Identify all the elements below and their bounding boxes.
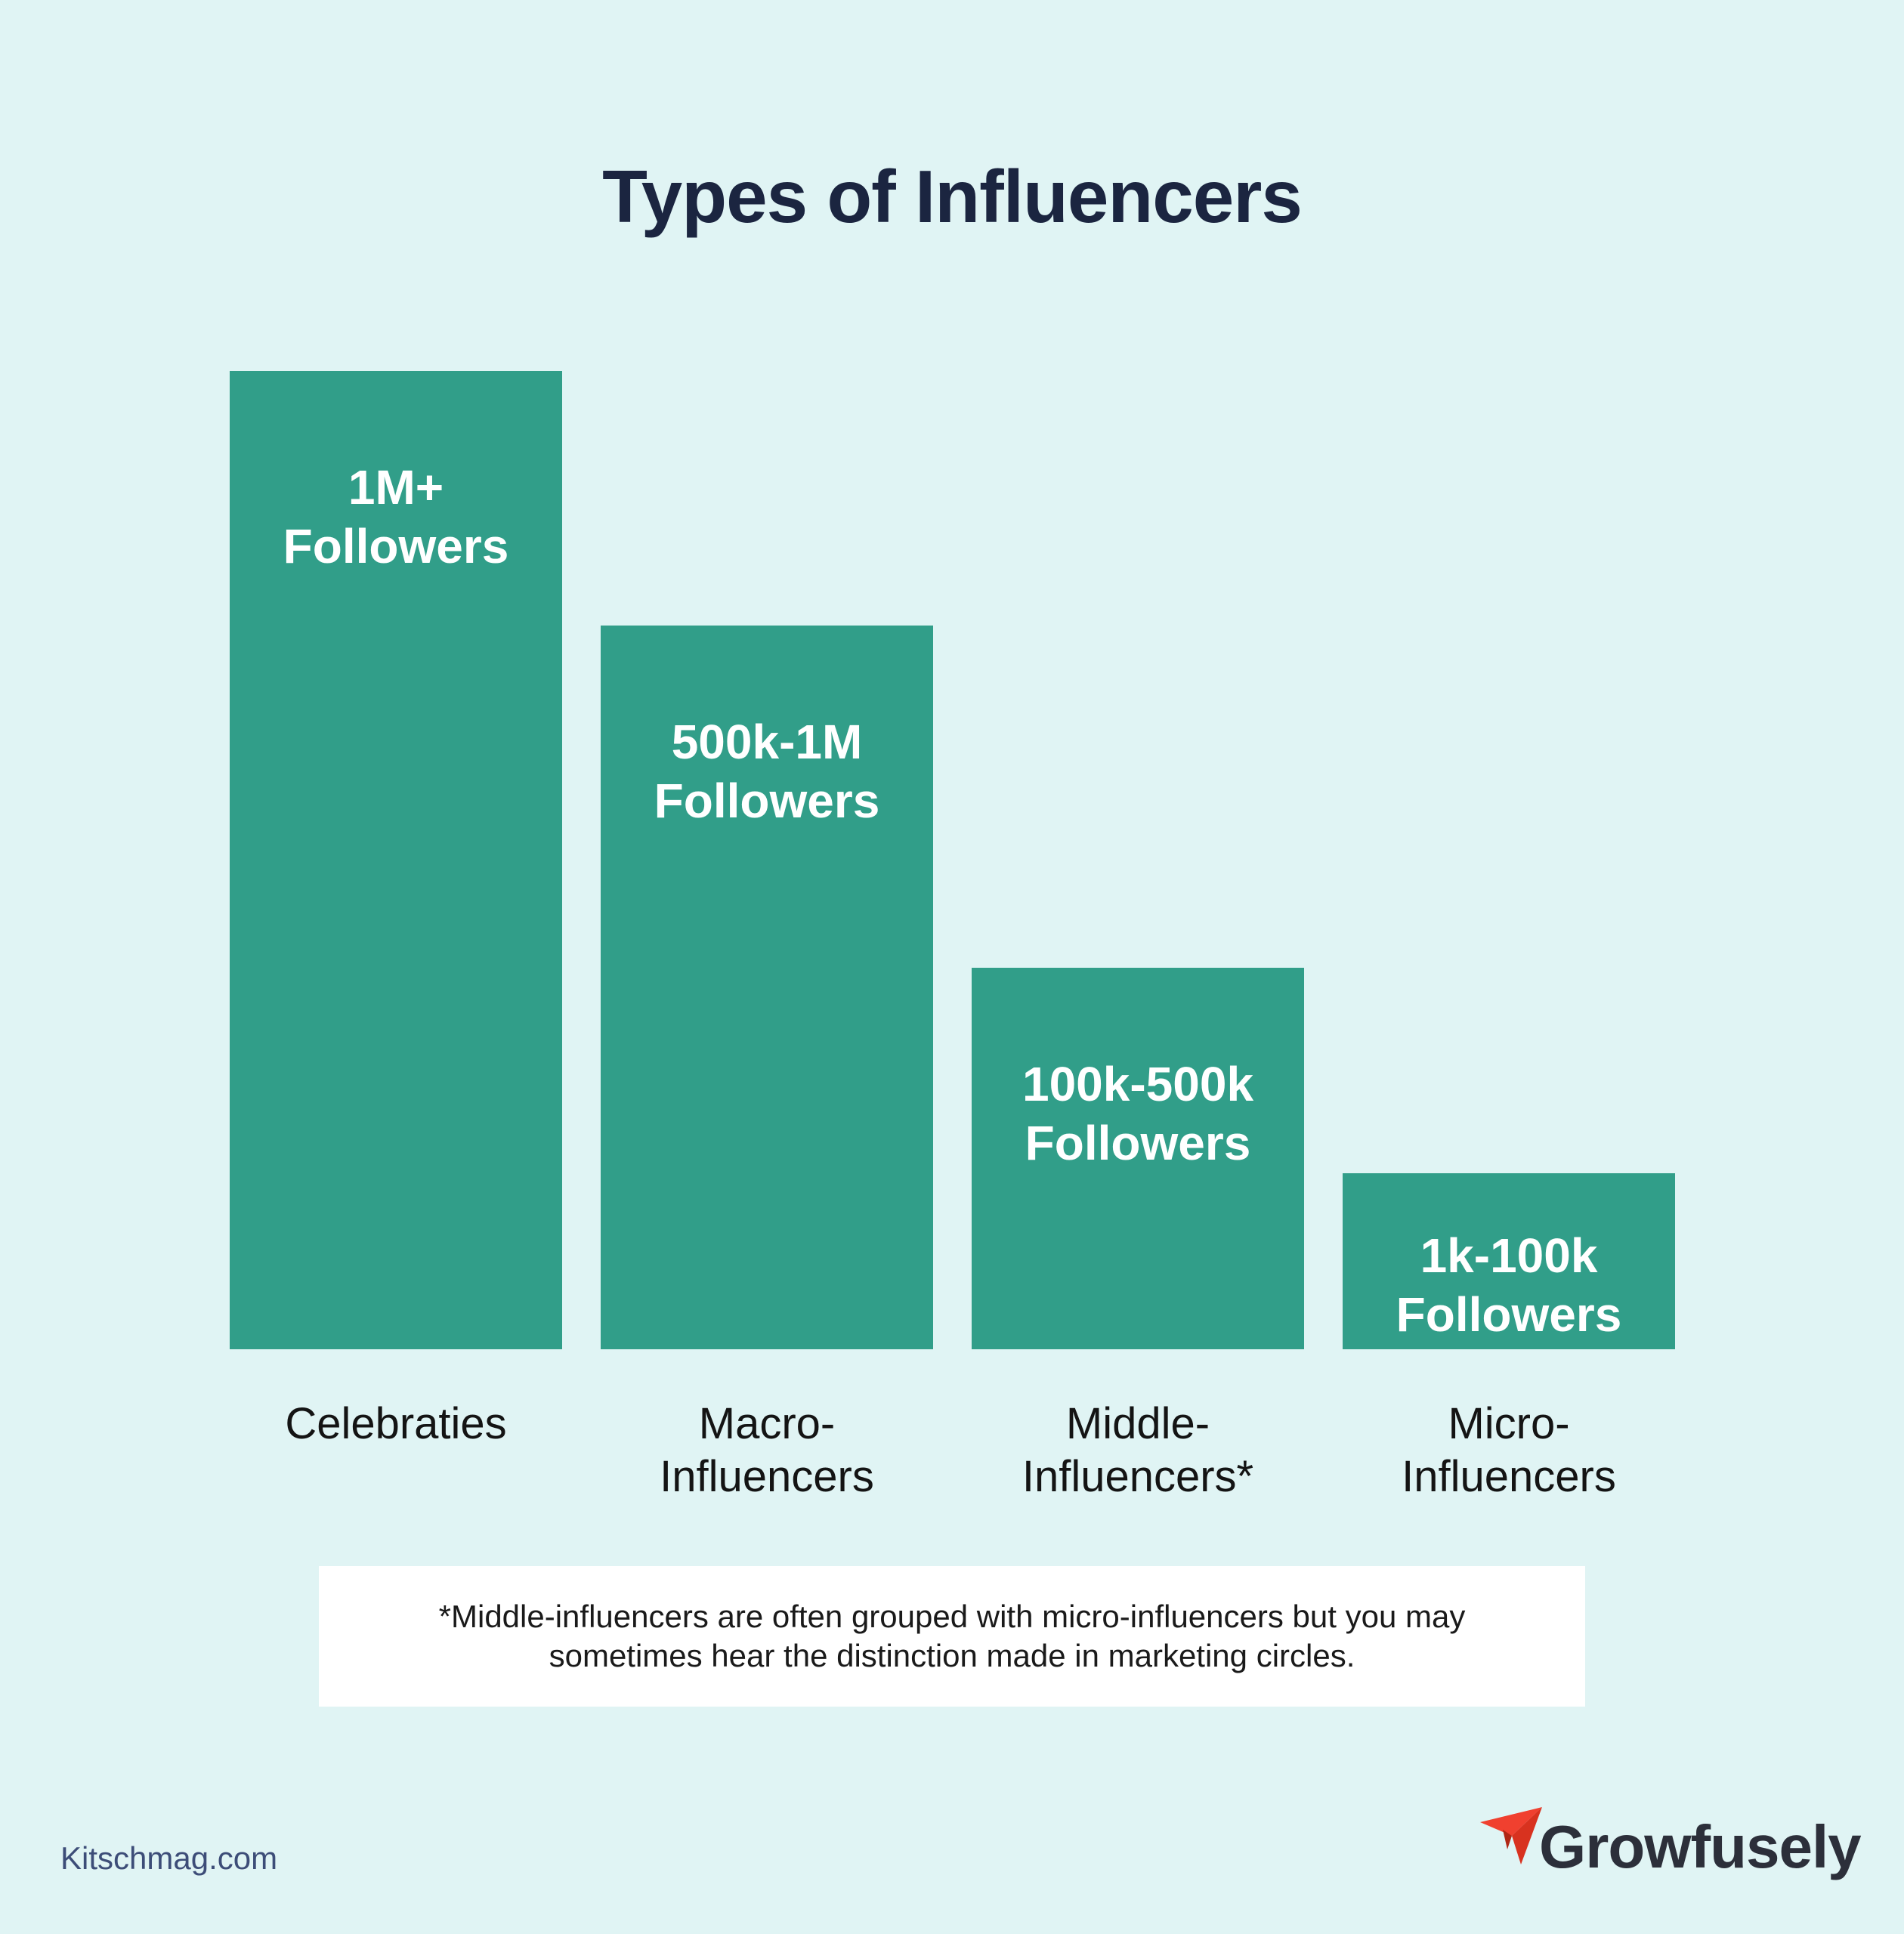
bar-value-label-line: 1k-100k (1420, 1228, 1598, 1283)
category-label: Macro- Influencers (578, 1398, 956, 1503)
footnote-text: *Middle-influencers are often grouped wi… (439, 1597, 1466, 1676)
category-label-line: Influencers* (1022, 1452, 1254, 1501)
bar-value-label-line: Followers (283, 519, 509, 573)
category-label-line: Influencers (1402, 1452, 1616, 1501)
footnote-line-2: sometimes hear the distinction made in m… (549, 1638, 1355, 1673)
paper-plane-icon (1480, 1807, 1542, 1864)
footnote-box: *Middle-influencers are often grouped wi… (319, 1566, 1585, 1707)
bar-4: 1k-100k Followers (1343, 1173, 1675, 1349)
bar-value-label-line: 500k-1M (671, 715, 863, 769)
category-label: Micro- Influencers (1320, 1398, 1698, 1503)
brand-logo: Growfusely (1477, 1798, 1862, 1896)
bar-value-label: 100k-500k Followers (972, 1055, 1304, 1172)
bar-2: 500k-1M Followers (601, 626, 933, 1349)
category-label-line: Middle- (1065, 1399, 1210, 1448)
bar-value-label-line: 1M+ (348, 460, 444, 514)
bar-value-label-line: Followers (654, 774, 880, 828)
brand-name: Growfusely (1539, 1813, 1862, 1880)
bar-value-label: 500k-1M Followers (601, 712, 933, 830)
bar-value-label-line: Followers (1025, 1116, 1251, 1170)
category-label-line: Influencers (660, 1452, 874, 1501)
bar-value-label: 1M+ Followers (230, 458, 562, 576)
category-label: Celebraties (207, 1398, 585, 1450)
category-label-line: Macro- (698, 1399, 836, 1448)
bar-3: 100k-500k Followers (972, 968, 1304, 1349)
bar-1: 1M+ Followers (230, 371, 562, 1349)
source-credit: Kitschmag.com (60, 1840, 278, 1876)
category-label-line: Celebraties (285, 1399, 507, 1448)
bar-value-label-line: Followers (1396, 1287, 1622, 1342)
bar-value-label-line: 100k-500k (1022, 1057, 1254, 1111)
footnote-line-1: *Middle-influencers are often grouped wi… (438, 1599, 1466, 1634)
category-label-line: Micro- (1448, 1399, 1570, 1448)
category-label: Middle- Influencers* (949, 1398, 1327, 1503)
bar-value-label: 1k-100k Followers (1343, 1226, 1675, 1344)
chart-title: Types of Influencers (602, 155, 1303, 238)
